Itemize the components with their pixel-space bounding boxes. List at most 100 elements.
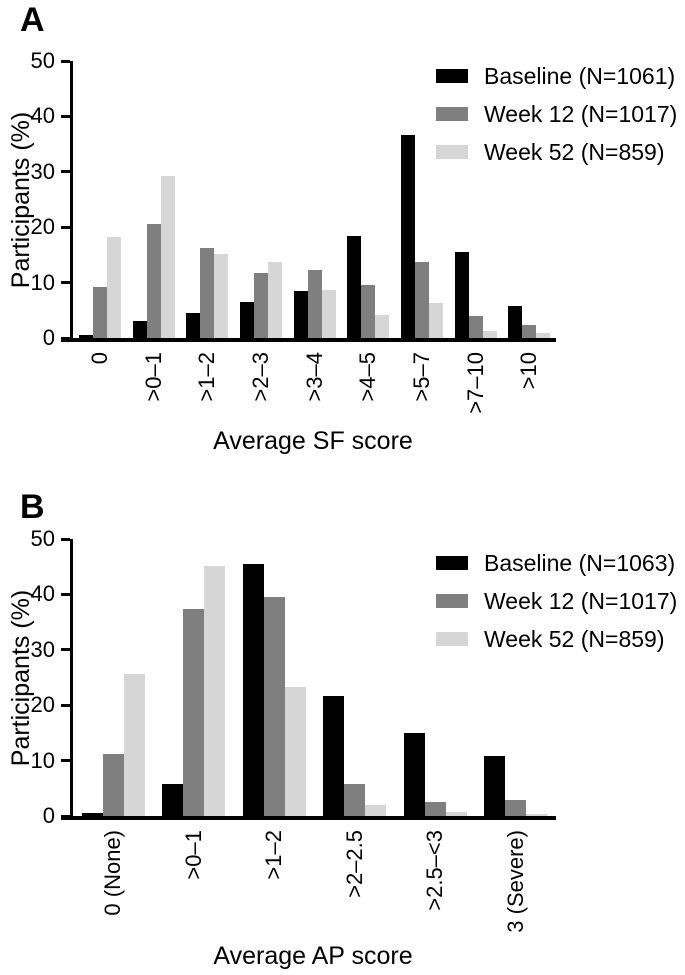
x-tick-label: >1–2 [261,830,287,880]
bar-series2-cat7 [414,262,429,338]
plot-area-sf: 0 10 20 30 40 50 0 >0–1 >1–2 >2–3 >3–4 >4–5 >5–7 >7–1… [31,49,556,414]
y-tick-label: 50 [30,48,55,73]
bar-series3-cat6 [375,314,390,338]
x-tick-label: >0–1 [180,830,206,880]
y-tick-mark [61,537,70,541]
y-axis-title: Participants (%) [7,111,35,289]
y-tick-label: 20 [30,692,55,718]
legend-swatch [436,69,468,83]
y-tick-mark [61,114,70,118]
legend-row: Baseline (N=1063) [436,549,677,576]
bar-series1-cat4 [239,302,254,338]
y-tick-label: 0 [42,325,55,350]
x-tick-label: >7–10 [462,352,488,414]
y-tick-mark [61,814,70,818]
x-tick-label: >5–7 [408,352,434,402]
bar-series1-cat1 [81,812,103,816]
bar-series2-cat8 [468,315,483,338]
y-tick-mark [61,648,70,652]
panel-letter-a: A [20,1,45,39]
legend-swatch [436,145,468,159]
bar-series3-cat2 [204,566,226,816]
x-tick-label: 0 (None) [100,830,126,916]
legend-label: Week 52 (N=859) [484,625,665,652]
y-tick-label: 30 [30,636,55,662]
bar-series3-cat9 [536,333,551,338]
bar-series2-cat5 [307,270,322,338]
bar-series1-cat5 [403,732,425,816]
x-tick-label: 3 (Severe) [502,830,528,933]
x-axis-title: Average AP score [213,942,413,970]
legend-swatch [436,556,468,570]
legend-label: Baseline (N=1061) [484,62,676,89]
bar-series1-cat3 [186,312,201,338]
bar-series3-cat1 [106,237,121,338]
bar-series1-cat2 [162,784,184,816]
bar-series2-cat2 [183,608,205,816]
bar-series2-cat9 [522,325,537,338]
bar-series3-cat4 [267,261,282,338]
bar-series2-cat6 [361,285,376,338]
legend-label: Week 52 (N=859) [484,138,665,165]
x-axis-title: Average SF score [213,427,413,455]
x-tick-label: >2–2.5 [341,830,367,898]
bar-series3-cat4 [365,804,387,816]
legend: Baseline (N=1061) Week 12 (N=1017) Week 52… [436,62,678,178]
bar-series2-cat1 [92,287,107,338]
y-tick-mark [61,170,70,174]
plot-area-ap: 0 10 20 30 40 50 0 (None) >0–1 >1–2 >2–2.5 >2.5–<3… [31,527,556,933]
legend-label: Week 12 (N=1017) [484,100,678,127]
panel-a: A Participants (%) 0 10 20 30 40 50 0 >0–1 >1–2 >… [0,0,685,487]
bar-series2-cat4 [344,784,366,816]
x-tick-label: >2–3 [247,352,273,402]
bar-series1-cat9 [508,306,523,338]
bar-series1-cat3 [242,564,264,816]
y-tick-label: 0 [42,803,55,828]
x-tick-label: 0 [86,352,112,365]
bar-series1-cat8 [454,251,469,338]
bar-series1-cat7 [400,134,415,338]
legend-row: Baseline (N=1061) [436,62,677,89]
legend-label: Week 12 (N=1017) [484,587,678,614]
legend-swatch [436,107,468,121]
legend-row: Week 12 (N=1017) [436,100,678,127]
bar-series2-cat1 [102,753,124,816]
y-tick-mark [61,759,70,763]
bar-series1-cat1 [78,335,93,338]
y-tick-label: 10 [30,269,55,295]
y-tick-mark [61,592,70,596]
y-tick-label: 50 [30,526,55,551]
x-tick-label: >2.5–<3 [422,830,448,911]
bar-series3-cat8 [482,330,497,338]
bar-series1-cat5 [293,291,308,338]
bar-series1-cat2 [132,321,147,338]
y-tick-mark [61,336,70,340]
bar-series3-cat6 [526,814,548,816]
legend-swatch [436,594,468,608]
bar-series2-cat5 [424,802,446,816]
bar-series3-cat2 [160,175,175,338]
x-tick-label: >4–5 [355,352,381,402]
y-tick-mark [61,225,70,229]
legend-row: Week 12 (N=1017) [436,587,678,614]
y-tick-label: 30 [30,158,55,184]
bar-series2-cat4 [253,273,268,338]
legend-row: Week 52 (N=859) [436,625,677,652]
legend-row: Week 52 (N=859) [436,138,677,165]
y-tick-mark [61,59,70,63]
legend-swatch [436,632,468,646]
y-axis-title: Participants (%) [7,589,35,767]
bar-series3-cat1 [123,673,145,816]
bar-series1-cat6 [484,756,506,816]
bar-series2-cat3 [200,247,215,338]
bar-series2-cat6 [505,799,527,816]
bar-series1-cat6 [347,235,362,338]
y-tick-mark [61,281,70,285]
legend-label: Baseline (N=1063) [484,549,676,576]
bar-series2-cat2 [146,224,161,338]
bar-series3-cat5 [445,811,467,816]
panel-b: B Participants (%) 0 10 20 30 40 50 0 (None) >0… [0,487,685,975]
bar-series3-cat3 [284,687,306,816]
panel-letter-b: B [20,488,45,526]
